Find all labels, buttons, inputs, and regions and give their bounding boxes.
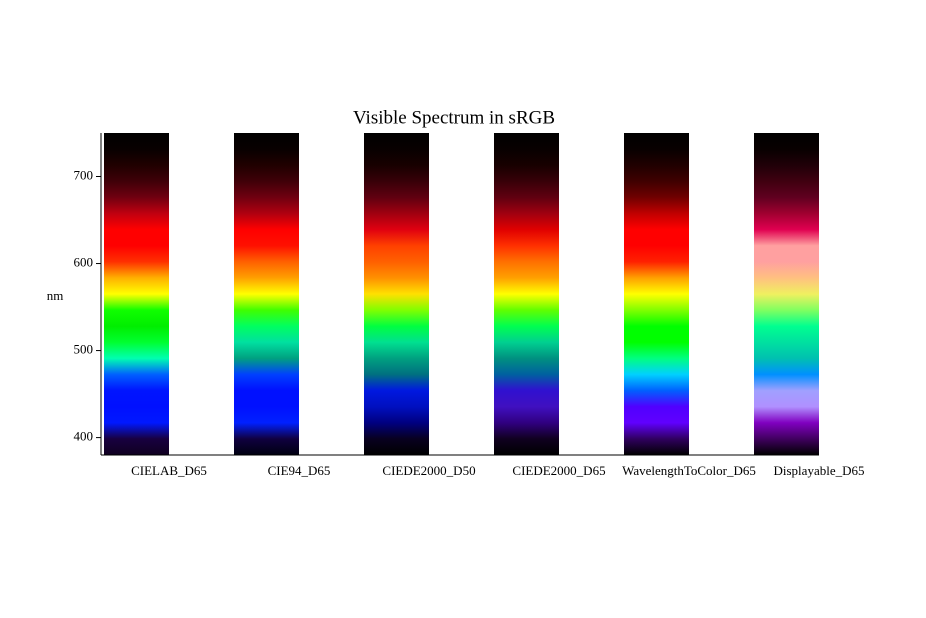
x-tick-label: Displayable_D65: [774, 463, 865, 478]
spectrum-bar: [104, 133, 169, 455]
x-tick-label: CIELAB_D65: [131, 463, 207, 478]
spectrum-bar: [624, 133, 689, 455]
x-tick-label: WavelengthToColor_D65: [622, 463, 756, 478]
x-tick-label: CIE94_D65: [268, 463, 331, 478]
spectrum-bar: [364, 133, 429, 455]
y-axis-label: nm: [47, 288, 64, 303]
spectrum-bar: [494, 133, 559, 455]
y-tick-label: 400: [74, 429, 94, 444]
y-tick-label: 600: [74, 255, 94, 270]
x-tick-label: CIEDE2000_D65: [512, 463, 605, 478]
y-tick-label: 700: [74, 167, 94, 182]
x-tick-label: CIEDE2000_D50: [382, 463, 475, 478]
chart-title: Visible Spectrum in sRGB: [353, 107, 555, 128]
spectrum-bar: [754, 133, 819, 455]
spectrum-bar: [234, 133, 299, 455]
y-tick-label: 500: [74, 342, 94, 357]
